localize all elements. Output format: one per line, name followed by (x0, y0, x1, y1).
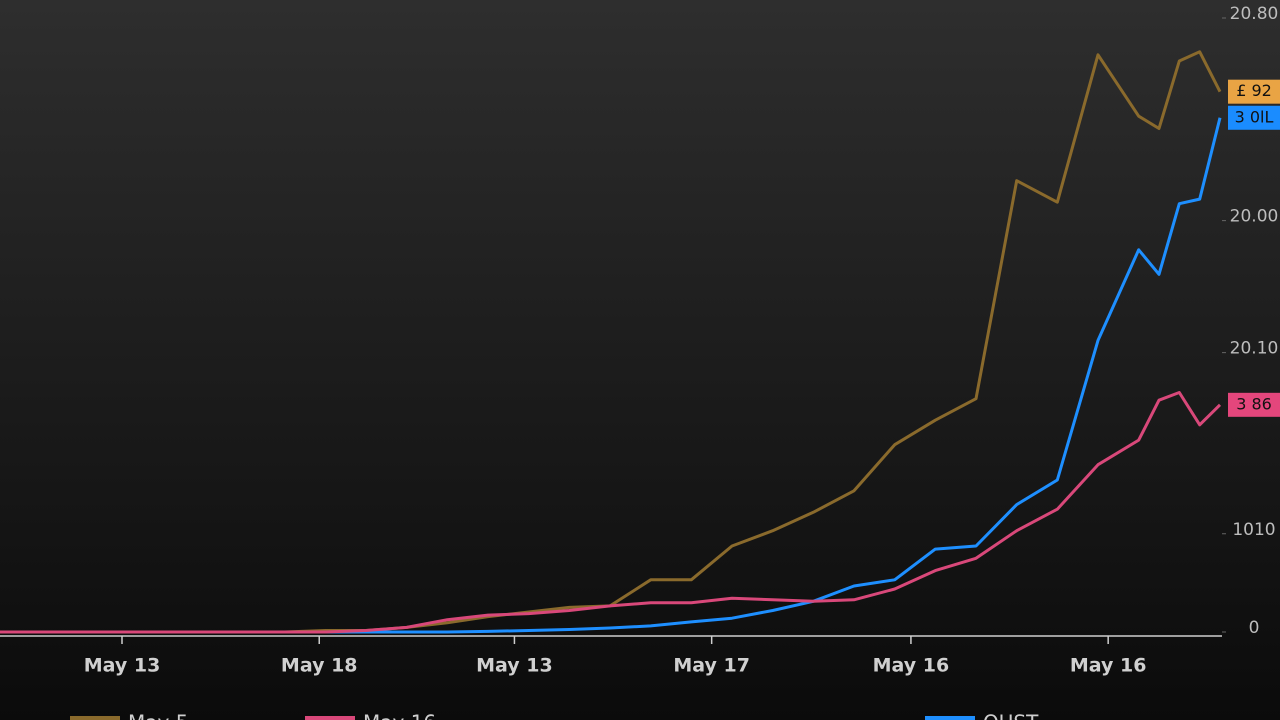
y-tick-label: 1010 (1232, 520, 1275, 540)
x-tick-label: May 13 (476, 655, 553, 677)
legend-swatch (305, 716, 355, 720)
x-tick-label: May 13 (84, 655, 161, 677)
y-tick-label: 20.10 (1230, 339, 1279, 359)
legend-label: May 5 (128, 711, 188, 720)
legend-swatch (70, 716, 120, 720)
series-line (0, 391, 1222, 634)
end-tag (1228, 79, 1280, 104)
end-tag-label: £ 92 (1236, 81, 1272, 100)
legend-label: May 16 (363, 711, 436, 720)
x-tick-label: May 18 (281, 655, 358, 677)
y-tick-label: 20.80 (1230, 4, 1279, 24)
end-tag-label: 3 0lL (1235, 107, 1274, 126)
end-tag-label: 3 86 (1236, 394, 1272, 413)
end-tag (1228, 105, 1280, 130)
legend-swatch (925, 716, 975, 720)
x-tick-label: May 17 (673, 655, 750, 677)
y-tick-label: 20.00 (1230, 207, 1279, 227)
y-tick-label: 0 (1249, 618, 1260, 638)
end-tag (1228, 392, 1280, 417)
x-tick-label: May 16 (1070, 655, 1147, 677)
x-tick-label: May 16 (873, 655, 950, 677)
legend-label: OUST (983, 711, 1039, 720)
